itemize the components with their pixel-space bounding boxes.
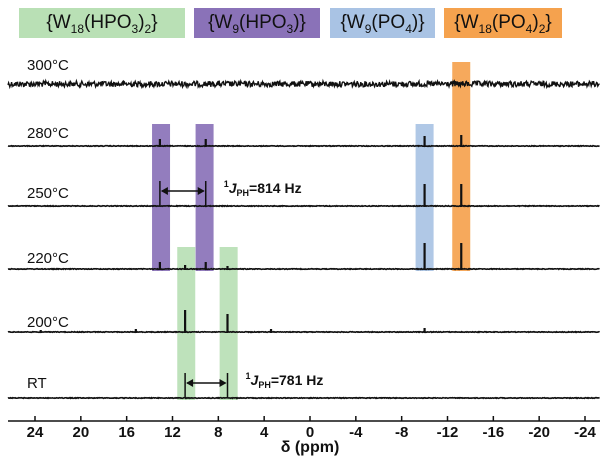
legend-text-part: {W <box>454 12 479 33</box>
spectrum-trace-220°C <box>7 267 600 271</box>
legend-item-w18po42: {W18(PO4)2} <box>444 8 562 38</box>
legend-text-part: )} <box>293 12 306 33</box>
legend-text-part: 4 <box>405 21 412 36</box>
legend-text-part: 2 <box>538 21 546 36</box>
legend-text-part: 9 <box>232 21 240 36</box>
legend-text-part: 3 <box>286 21 294 36</box>
highlight-band-w18hpo3 <box>177 247 196 400</box>
coupling-label-subscript: PH <box>237 188 250 198</box>
coupling-label-italic: J <box>251 372 260 388</box>
legend-text-part: {W <box>340 12 365 33</box>
x-tick-label: -12 <box>437 424 459 441</box>
legend-text-part: 3 <box>131 21 139 36</box>
arrowhead-left <box>160 187 168 195</box>
legend-text-part: (PO <box>491 12 526 33</box>
legend-text-part: ) <box>532 12 539 33</box>
coupling-label-italic: J <box>229 180 238 196</box>
spectrum-trace-280°C <box>7 144 600 148</box>
legend-text-part: } <box>545 12 552 33</box>
coupling-label-value: =781 Hz <box>271 372 324 388</box>
highlight-band-w18po42 <box>452 62 471 271</box>
arrowhead-left <box>186 379 194 387</box>
arrowhead-right <box>219 379 227 387</box>
legend-text-part: 2 <box>144 21 152 36</box>
legend-text-part: 18 <box>478 21 492 36</box>
x-tick-label: -20 <box>528 424 550 441</box>
x-tick-label: 4 <box>260 424 269 441</box>
x-tick-label: 8 <box>214 424 222 441</box>
x-tick-label: -8 <box>395 424 408 441</box>
spectrum-trace-300°C <box>7 78 600 90</box>
coupling-label-superscript: 1 <box>224 179 229 189</box>
legend-text-part: 4 <box>525 21 533 36</box>
legend-item-w9po4: {W9(PO4)} <box>330 8 435 38</box>
trace-label-220°C: 220°C <box>27 250 69 267</box>
x-tick-label: 20 <box>72 424 89 441</box>
trace-label-200°C: 200°C <box>27 314 69 331</box>
legend-text-part: 9 <box>364 21 372 36</box>
legend-text-part: {W <box>46 12 71 33</box>
x-tick-label: -4 <box>349 424 363 441</box>
coupling-label-subscript: PH <box>258 380 271 390</box>
highlight-band-w9hpo3 <box>195 124 214 271</box>
legend-text-part: } <box>151 12 158 33</box>
legend-text-part: (PO <box>371 12 406 33</box>
legend-text-part: {W <box>208 12 233 33</box>
legend-item-w18hpo3: {W18(HPO3)2} <box>19 8 185 38</box>
legend-text-part: )} <box>411 12 425 33</box>
highlight-band-w18hpo3 <box>219 247 238 400</box>
x-tick-label: 16 <box>118 424 135 441</box>
legend-text-part: ) <box>138 12 145 33</box>
highlight-band-w9hpo3 <box>152 124 171 271</box>
trace-label-250°C: 250°C <box>27 185 69 202</box>
x-tick-label: -16 <box>482 424 504 441</box>
spectrum-trace-200°C <box>7 330 601 334</box>
coupling-label: 1JPH=814 Hz <box>224 179 302 198</box>
x-tick-label: 24 <box>27 424 44 441</box>
arrowhead-right <box>197 187 205 195</box>
x-tick-label: -24 <box>574 424 596 441</box>
spectrum-trace-RT <box>7 396 600 400</box>
x-tick-label: 0 <box>306 424 314 441</box>
spectrum-trace-250°C <box>7 204 600 208</box>
x-axis-label: δ (ppm) <box>281 439 340 456</box>
coupling-label-superscript: 1 <box>246 371 251 381</box>
legend-text-part: (HPO <box>239 12 287 33</box>
coupling-label: 1JPH=781 Hz <box>246 371 324 390</box>
legend-text-part: 18 <box>70 21 85 36</box>
legend-text-part: (HPO <box>84 12 132 33</box>
coupling-label-value: =814 Hz <box>249 180 302 196</box>
trace-label-300°C: 300°C <box>27 57 69 74</box>
legend-item-w9hpo3: {W9(HPO3)} <box>194 8 320 38</box>
trace-label-RT: RT <box>27 375 47 392</box>
x-tick-label: 12 <box>164 424 181 441</box>
trace-label-280°C: 280°C <box>27 125 69 142</box>
